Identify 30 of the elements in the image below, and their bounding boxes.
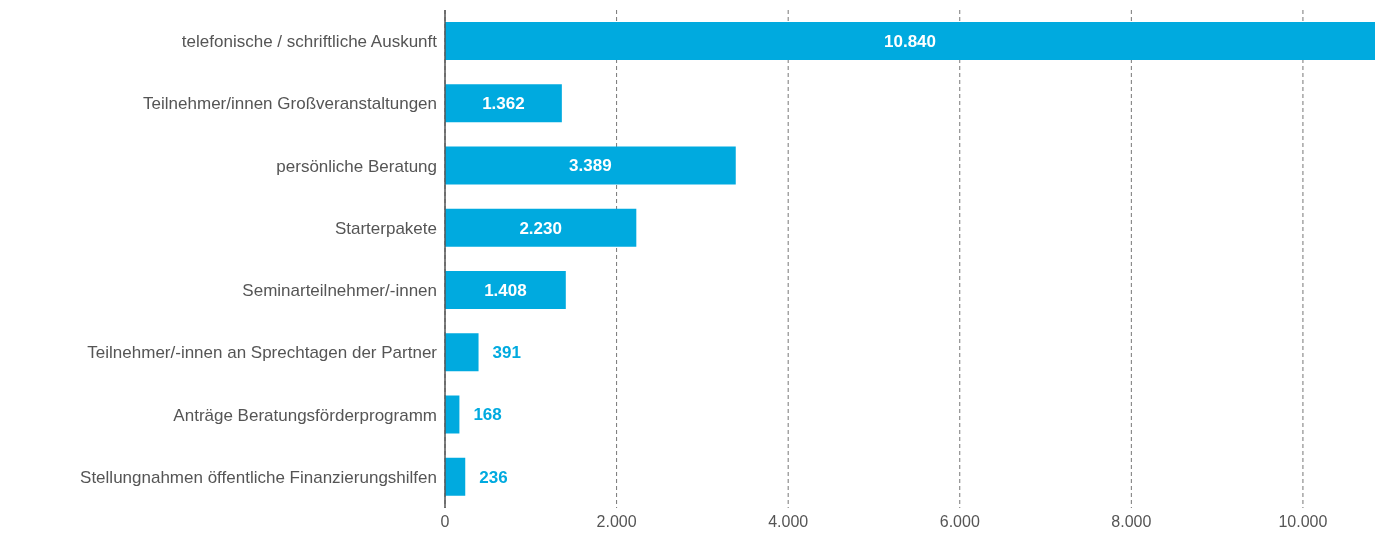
x-tick-label: 8.000 bbox=[1111, 513, 1152, 531]
y-tick-label: Teilnehmer/-innen an Sprechtagen der Partner bbox=[87, 343, 438, 363]
data-label: 1.362 bbox=[482, 94, 525, 114]
data-label: 10.840 bbox=[884, 31, 936, 51]
bar bbox=[445, 457, 466, 496]
data-label: 1.408 bbox=[484, 280, 527, 300]
data-label: 391 bbox=[492, 343, 521, 363]
x-tick-label: 2.000 bbox=[596, 513, 637, 531]
y-tick-label: persönliche Beratung bbox=[276, 156, 437, 176]
bar bbox=[445, 22, 1375, 60]
x-tick-label: 0 bbox=[440, 513, 450, 531]
data-label: 236 bbox=[479, 467, 508, 487]
bar bbox=[445, 146, 736, 185]
y-tick-label: Starterpakete bbox=[334, 218, 437, 238]
x-tick-label: 6.000 bbox=[939, 513, 980, 531]
data-label: 168 bbox=[473, 405, 502, 425]
data-label: 3.389 bbox=[569, 156, 612, 176]
y-tick-label: Stellungnahmen öffentliche Finanzierungshilfen bbox=[80, 467, 437, 487]
data-label: 2.230 bbox=[519, 218, 562, 238]
x-tick-label: 4.000 bbox=[768, 513, 809, 531]
y-tick-label: Anträge Beratungsförderprogramm bbox=[173, 405, 437, 425]
bar bbox=[445, 333, 479, 372]
x-tick-label: 10.000 bbox=[1278, 513, 1328, 531]
bar bbox=[445, 395, 460, 434]
bar bbox=[445, 271, 566, 309]
bar bbox=[445, 84, 562, 123]
bar bbox=[445, 208, 637, 247]
y-tick-label: telefonische / schriftliche Auskunft bbox=[181, 32, 438, 52]
y-tick-label: Seminarteilnehmer/-innen bbox=[242, 281, 437, 301]
y-tick-label: Teilnehmer/innen Großveranstaltungen bbox=[143, 94, 437, 114]
